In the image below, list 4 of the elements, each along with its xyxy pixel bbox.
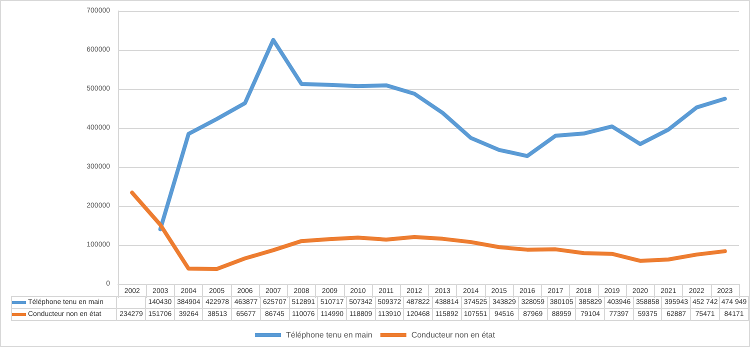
text: Téléphone tenu en main (286, 330, 372, 340)
text: Conducteur non en état (411, 330, 495, 340)
line-series (158, 38, 727, 232)
line-series (130, 190, 727, 271)
